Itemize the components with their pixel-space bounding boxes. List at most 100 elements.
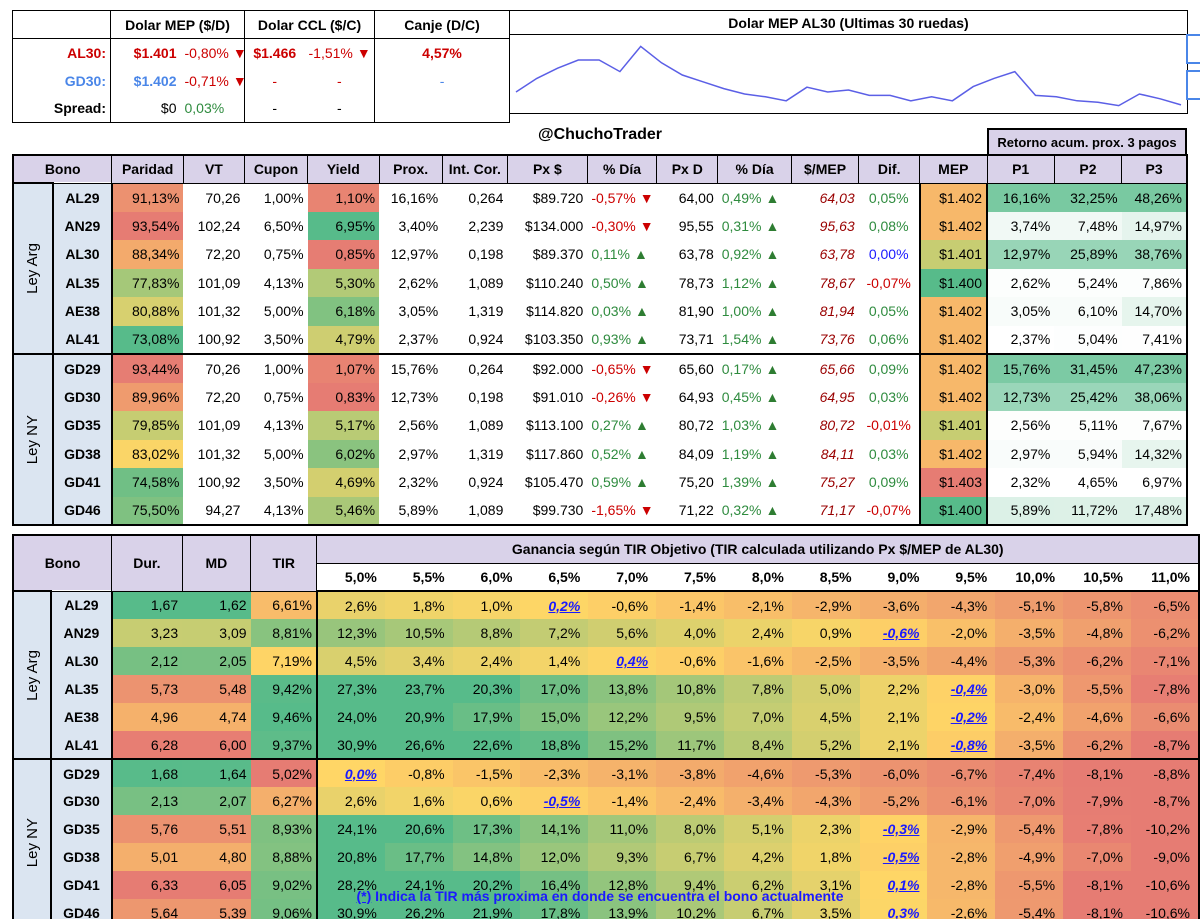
pxd-cell: 65,60 bbox=[656, 353, 718, 383]
paridad-cell: 77,83% bbox=[111, 268, 184, 297]
summary-row: GD30: $1.402 -0,71% ▼ - - - bbox=[12, 66, 510, 95]
tir-gain-cell: 13,9% bbox=[588, 899, 657, 919]
up-arrow-icon: ▲ bbox=[635, 417, 649, 434]
tir-col-header: 10,5% bbox=[1063, 563, 1131, 592]
md-cell: 1,64 bbox=[182, 758, 251, 787]
md-cell: 4,80 bbox=[182, 843, 251, 871]
tir-gain-cell: -6,1% bbox=[927, 787, 996, 815]
tir-target-highlight-cell[interactable]: 0,4% bbox=[588, 647, 657, 675]
pct-dia-cell: -0,30% ▼ bbox=[587, 212, 656, 241]
table-row: AN29 93,54% 102,24 6,50% 6,95% 3,40% 2,239 $134… bbox=[13, 211, 1187, 241]
up-arrow-icon: ▲ bbox=[634, 246, 648, 263]
tir-col-header: 5,0% bbox=[316, 563, 385, 592]
mep-change: -0,71% ▼ bbox=[180, 66, 246, 95]
tir-gain-cell: -1,4% bbox=[656, 591, 724, 619]
pct-dia-d-value: 0,45% bbox=[721, 388, 762, 405]
pct-dia-d-cell: 0,31% ▲ bbox=[718, 212, 792, 241]
bond-ticker: GD41 bbox=[51, 871, 113, 899]
tir-target-highlight-cell[interactable]: -0,3% bbox=[859, 815, 928, 843]
tir-target-highlight-cell[interactable]: 0,3% bbox=[859, 899, 928, 919]
bond-ticker: GD38 bbox=[52, 439, 113, 468]
tir-target-highlight-cell[interactable]: -0,2% bbox=[927, 703, 996, 731]
paridad-cell: 73,08% bbox=[111, 325, 184, 354]
sparkline-title: Dolar MEP AL30 (Ultimas 30 ruedas) bbox=[510, 11, 1187, 35]
cupon-cell: 3,50% bbox=[263, 331, 304, 348]
tir-gain-cell: -8,8% bbox=[1130, 758, 1199, 787]
tir-gain-cell: 7,2% bbox=[520, 619, 589, 647]
tir-target-highlight-cell[interactable]: -0,8% bbox=[927, 731, 996, 759]
prox-cell: 3,40% bbox=[398, 217, 439, 234]
chart-side-icon-2[interactable] bbox=[1186, 70, 1200, 100]
tir-col-header: 6,0% bbox=[452, 563, 521, 592]
tir-target-highlight-cell[interactable]: 0,1% bbox=[859, 871, 928, 899]
tir-target-highlight-cell[interactable]: 0,2% bbox=[520, 591, 589, 619]
tir-gain-cell: -2,9% bbox=[927, 815, 996, 843]
tir-gain-cell: 6,7% bbox=[723, 899, 792, 919]
up-arrow-icon: ▲ bbox=[765, 303, 780, 320]
mep-change-value: 0,03% bbox=[184, 100, 225, 117]
t1-header: % Día bbox=[586, 154, 658, 184]
tir-gain-cell: -8,7% bbox=[1130, 787, 1199, 815]
pct-dia-value: -0,30% bbox=[591, 217, 636, 234]
pct-dia-d-cell: 0,49% ▲ bbox=[718, 183, 792, 212]
vt-cell: 72,20 bbox=[205, 388, 241, 405]
t1-header: VT bbox=[182, 154, 245, 184]
tir-target-highlight-cell[interactable]: 0,0% bbox=[316, 758, 385, 787]
tir-gain-cell: 2,2% bbox=[859, 675, 928, 703]
bond-ticker: AL29 bbox=[52, 183, 113, 212]
tir-gain-cell: -0,6% bbox=[588, 591, 657, 619]
tir-gain-cell: 17,9% bbox=[452, 703, 521, 731]
summary-table: Dolar MEP ($/D) Dolar CCL ($/C) Canje (D… bbox=[12, 10, 511, 123]
tir-gain-cell: 27,3% bbox=[316, 675, 385, 703]
table-row: GD46 75,50% 94,27 4,13% 5,46% 5,89% 1,089 $99.7… bbox=[13, 496, 1187, 525]
tir-gain-cell: 5,0% bbox=[791, 675, 860, 703]
prox-cell: 12,97% bbox=[390, 246, 439, 263]
md-cell: 3,09 bbox=[182, 619, 251, 647]
tir-target-highlight-cell[interactable]: -0,6% bbox=[859, 619, 928, 647]
tir-gain-cell: -2,4% bbox=[995, 703, 1064, 731]
tir-gain-cell: 4,5% bbox=[316, 647, 385, 675]
tir-gain-cell: -3,5% bbox=[995, 619, 1064, 647]
tir-col-header: 7,5% bbox=[656, 563, 724, 592]
pct-dia-d-value: 1,12% bbox=[721, 274, 762, 291]
pxd-cell: 80,72 bbox=[678, 417, 714, 434]
footnote-mark[interactable]: (*) bbox=[356, 888, 372, 904]
sparkline-panel: Dolar MEP AL30 (Ultimas 30 ruedas) bbox=[509, 10, 1188, 114]
tir-target-highlight-cell[interactable]: -0,5% bbox=[520, 787, 589, 815]
dif-cell: 0,00% bbox=[868, 246, 909, 263]
sparkline-path bbox=[515, 45, 1182, 107]
tir-gain-cell: -4,8% bbox=[1063, 619, 1131, 647]
tir-gain-cell: 3,5% bbox=[791, 899, 860, 919]
px-cell: $89.370 bbox=[532, 246, 584, 263]
footnote: (*) Indica la TIR más proxima en donde s… bbox=[200, 888, 1000, 904]
tir-gain-cell: 4,5% bbox=[791, 703, 860, 731]
ccl-value: - bbox=[272, 72, 278, 89]
tir-target-highlight-cell[interactable]: -0,4% bbox=[927, 675, 996, 703]
tir-gain-table: Bono Dur. MD TIR Ganancia según TIR Objetivo… bbox=[11, 534, 1200, 919]
t1-header: MEP bbox=[919, 154, 988, 184]
footnote-text: Indica la TIR más proxima en donde se en… bbox=[371, 888, 844, 904]
tir-gain-cell: 14,8% bbox=[452, 843, 521, 871]
tir-gain-cell: -4,3% bbox=[791, 787, 860, 815]
bond-ticker: AL35 bbox=[51, 675, 113, 703]
prox-cell: 12,73% bbox=[390, 388, 439, 405]
md-cell: 6,05 bbox=[182, 871, 251, 899]
down-arrow-icon: ▼ bbox=[232, 72, 245, 89]
tir-gain-cell: 26,6% bbox=[384, 731, 453, 759]
table-row: AL30 88,34% 72,20 0,75% 0,85% 12,97% 0,198 $89.… bbox=[13, 240, 1187, 269]
table-row: GD35 79,85% 101,09 4,13% 5,17% 2,56% 1,089 $113… bbox=[13, 411, 1187, 440]
bond-ticker: GD38 bbox=[51, 843, 113, 871]
pct-dia-cell: 0,93% ▲ bbox=[587, 326, 656, 355]
p2-cell: 5,94% bbox=[1054, 439, 1122, 468]
summary-row-label: AL30: bbox=[12, 38, 111, 67]
pct-dia-cell: 0,27% ▲ bbox=[587, 411, 656, 440]
tir-gain-cell: 4,0% bbox=[656, 619, 724, 647]
intcor-cell: 1,319 bbox=[468, 445, 504, 462]
dur-cell: 5,73 bbox=[111, 675, 183, 703]
mep-value: $1.401 bbox=[133, 44, 177, 61]
tir-gain-cell: 8,8% bbox=[452, 619, 521, 647]
chart-side-icon[interactable] bbox=[1186, 34, 1200, 64]
tir-target-highlight-cell[interactable]: -0,5% bbox=[859, 843, 928, 871]
tir-gain-cell: 10,2% bbox=[656, 899, 724, 919]
pct-dia-value: 0,03% bbox=[591, 303, 632, 320]
